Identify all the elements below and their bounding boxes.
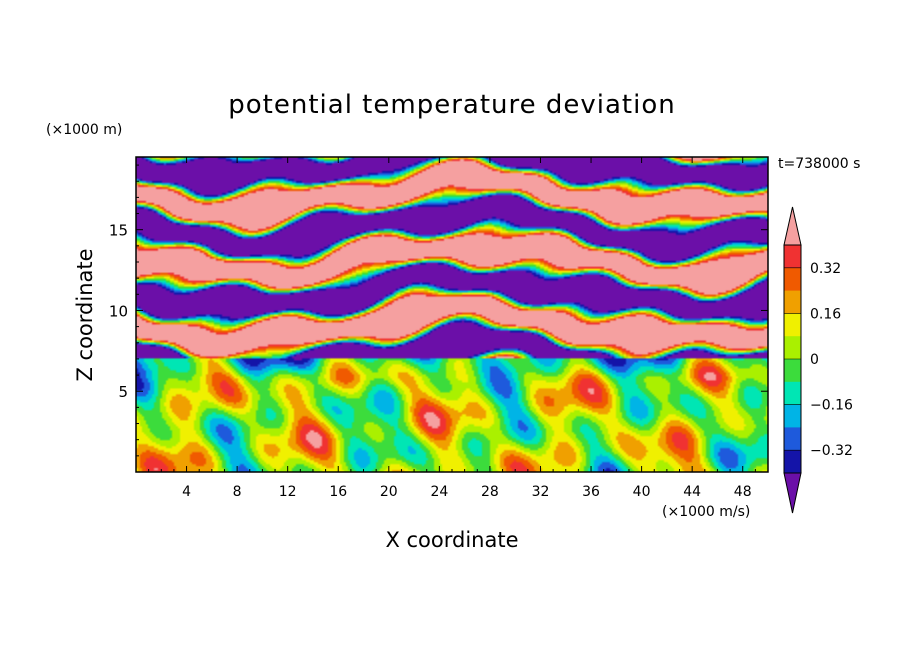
x-tick-label: 36	[582, 484, 600, 500]
y-tick-label: 5	[118, 383, 128, 401]
y-tick-label: 15	[109, 222, 128, 240]
colorbar-segment	[784, 313, 801, 337]
colorbar-segment	[784, 267, 801, 292]
x-tick-label: 16	[329, 484, 347, 500]
colorbar-segment	[784, 381, 801, 406]
x-axis-label: X coordinate	[385, 528, 518, 552]
colorbar-segment	[784, 290, 801, 314]
y-axis-label: Z coordinate	[73, 248, 97, 381]
x-tick-label: 4	[182, 484, 191, 500]
x-tick-label: 8	[233, 484, 242, 500]
colorbar-segment	[784, 245, 801, 269]
x-tick-label: 28	[481, 484, 499, 500]
x-tick-label: 24	[430, 484, 448, 500]
x-axis-ticks: 4 8 12 16 20 24 28 32 36 40 44 48	[148, 157, 756, 500]
chart-title: potential temperature deviation	[228, 90, 675, 120]
colorbar-tick-label: −0.16	[810, 398, 853, 414]
y-tick-label: 10	[109, 302, 128, 320]
colorbar-segment	[784, 427, 801, 451]
x-tick-label: 48	[734, 484, 752, 500]
colorbar-segment	[784, 404, 801, 428]
x-tick-label: 44	[683, 484, 701, 500]
heatmap-field	[135, 156, 769, 473]
x-tick-label: 20	[380, 484, 398, 500]
time-label: t=738000 s	[778, 156, 860, 172]
colorbar-tick-label: 0.32	[810, 261, 841, 277]
y-axis-ticks: 5 10 15	[109, 164, 768, 457]
colorbar-under-triangle	[783, 472, 802, 514]
colorbar-tick-label: 0.16	[810, 306, 841, 322]
colorbar-segment	[784, 450, 801, 474]
x-tick-label: 32	[532, 484, 550, 500]
colorbar-tick-label: 0	[810, 352, 819, 368]
x-axis-unit: (×1000 m/s)	[662, 504, 750, 520]
colorbar: 0.32 0.16 0 −0.16 −0.32	[783, 206, 853, 514]
x-tick-label: 40	[633, 484, 651, 500]
x-tick-label: 12	[279, 484, 297, 500]
colorbar-segment	[784, 359, 801, 383]
colorbar-tick-label: −0.32	[810, 443, 853, 459]
y-axis-unit: (×1000 m)	[46, 122, 122, 138]
colorbar-over-triangle	[783, 206, 802, 246]
colorbar-segment	[784, 336, 801, 360]
